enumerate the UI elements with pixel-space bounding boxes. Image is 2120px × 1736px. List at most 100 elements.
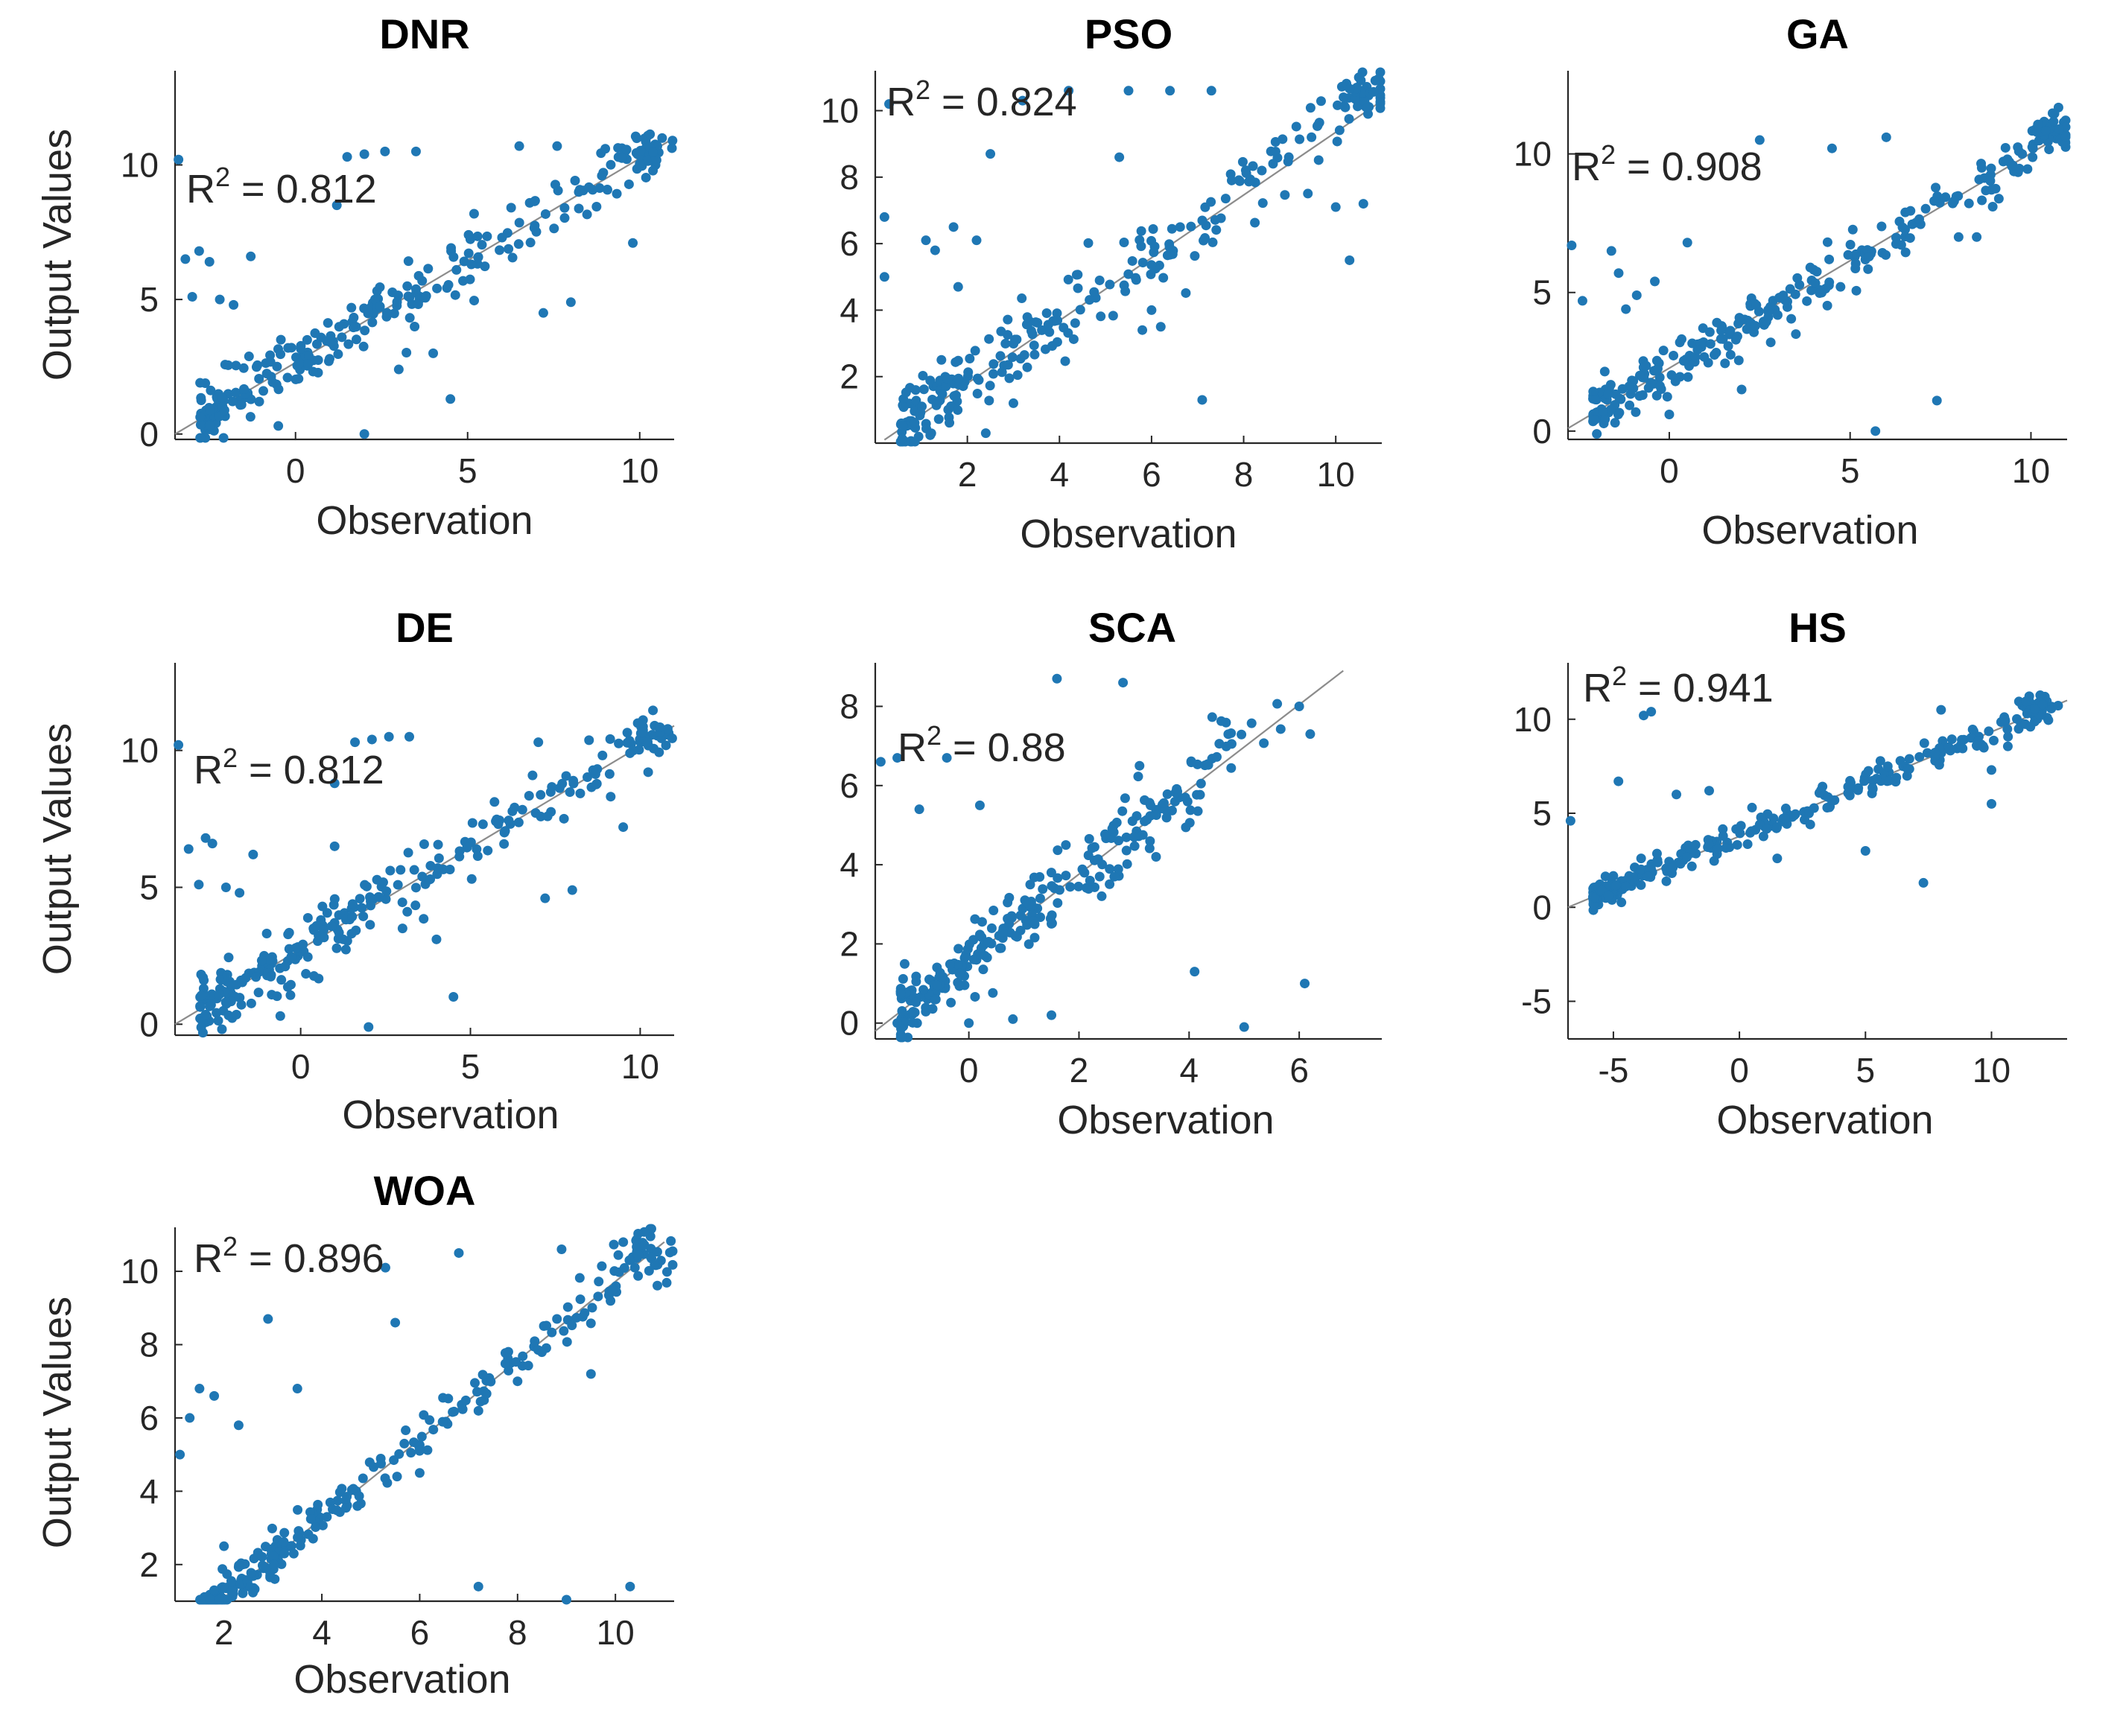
data-point [988, 369, 999, 379]
data-point [1742, 839, 1753, 850]
y-tick-label: 2 [139, 1545, 159, 1584]
data-point [641, 172, 651, 182]
data-point [389, 1455, 399, 1466]
data-point [2014, 163, 2025, 174]
data-point [480, 261, 490, 272]
data-point [194, 1384, 205, 1394]
data-points [1567, 102, 2071, 439]
y-tick-label: 0 [1532, 888, 1552, 926]
data-point [481, 1388, 492, 1399]
data-point [413, 299, 423, 310]
data-point [1704, 839, 1714, 849]
data-point [1876, 221, 1887, 232]
data-point [340, 1495, 351, 1506]
data-point [648, 147, 658, 157]
r2-exponent: 2 [223, 1231, 238, 1262]
data-point [1248, 161, 1258, 171]
data-point [1356, 75, 1366, 86]
data-point [291, 374, 301, 384]
data-point [1046, 868, 1056, 878]
data-point [256, 956, 267, 966]
r2-exponent: 2 [215, 162, 230, 192]
data-point [402, 347, 412, 357]
data-point [1639, 710, 1649, 721]
data-point [2060, 132, 2071, 142]
data-point [1822, 237, 1832, 247]
data-point [650, 1259, 660, 1270]
data-point [403, 848, 413, 858]
data-point [1588, 387, 1599, 397]
data-points [174, 705, 677, 1038]
data-point [257, 1560, 267, 1571]
data-point [1822, 300, 1832, 311]
data-point [575, 788, 585, 798]
data-point [1200, 202, 1210, 212]
data-point [1934, 760, 1944, 770]
data-point [545, 786, 556, 797]
data-point [195, 378, 206, 388]
chart-title: PSO [1085, 10, 1172, 57]
data-point [664, 1247, 675, 1258]
data-point [965, 354, 975, 364]
data-point [588, 765, 598, 775]
data-point [2060, 115, 2071, 126]
data-point [352, 1501, 363, 1511]
x-tick-label: 8 [1234, 455, 1254, 494]
data-point [1240, 165, 1251, 176]
data-point [265, 357, 276, 367]
data-point [493, 819, 504, 830]
data-point [988, 359, 999, 369]
data-point [1172, 783, 1182, 794]
data-point [1664, 410, 1675, 420]
data-point [360, 880, 370, 890]
data-point [1718, 824, 1728, 834]
r2-exponent: 2 [1612, 661, 1627, 691]
data-point [396, 865, 406, 875]
data-point [1914, 214, 1925, 224]
panel-de: DE 0 5 10 0 5 10 R2 = 0.812 Observation Outpu… [35, 604, 677, 1137]
data-point [1713, 844, 1723, 854]
data-point [1148, 223, 1158, 234]
data-point [410, 146, 421, 156]
data-point [642, 737, 653, 747]
data-point [1734, 313, 1745, 323]
data-point [1029, 349, 1040, 360]
data-point [276, 1559, 287, 1569]
data-point [1190, 251, 1200, 261]
r2-prefix: R [1583, 666, 1612, 710]
data-point [1146, 800, 1156, 810]
data-point [286, 1541, 296, 1551]
data-point [1119, 237, 1129, 247]
data-point [1161, 813, 1172, 823]
data-point [1207, 712, 1217, 722]
data-point [1339, 92, 1349, 103]
data-point [1762, 824, 1772, 834]
data-point [364, 1457, 375, 1468]
data-point [536, 811, 546, 821]
data-point [574, 185, 585, 195]
data-point [622, 728, 632, 738]
r2-value: = 0.88 [942, 725, 1066, 770]
x-tick-label: 2 [1070, 1051, 1089, 1090]
data-point [273, 384, 284, 395]
data-point [1145, 836, 1155, 846]
data-point [983, 937, 994, 947]
data-point [1750, 321, 1760, 331]
data-point [1221, 741, 1231, 751]
data-point [918, 985, 929, 995]
data-point [606, 159, 616, 170]
data-point [540, 209, 550, 219]
data-point [1220, 194, 1231, 204]
data-point [1643, 871, 1653, 882]
data-point [207, 839, 218, 849]
data-point [1226, 728, 1237, 738]
r2-prefix: R [886, 80, 915, 124]
r2-value: = 0.896 [238, 1236, 384, 1281]
data-point [1129, 841, 1140, 851]
data-point [470, 1378, 480, 1388]
data-point [1712, 317, 1722, 328]
data-point [982, 953, 992, 963]
data-point [293, 1504, 303, 1515]
data-point [500, 1358, 510, 1369]
data-points [875, 673, 1316, 1043]
